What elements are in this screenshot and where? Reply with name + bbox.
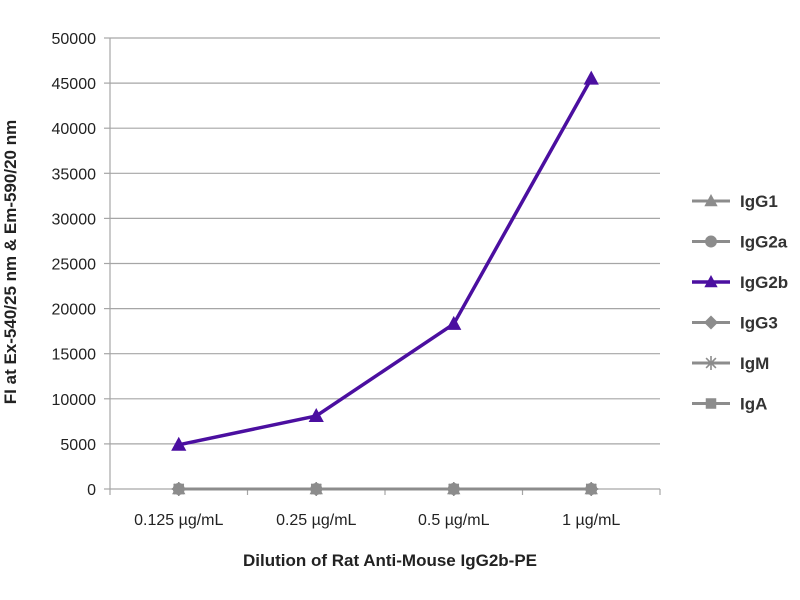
legend-marker xyxy=(704,356,718,370)
data-point xyxy=(311,483,322,495)
y-axis-title: FI at Ex-540/25 nm & Em-590/20 nm xyxy=(1,120,20,404)
x-tick-label: 0.5 µg/mL xyxy=(418,512,490,529)
y-tick-label: 20000 xyxy=(52,302,97,319)
series-igg2b xyxy=(171,70,599,451)
legend-item-igg3: IgG3 xyxy=(692,314,778,333)
y-tick-label: 10000 xyxy=(52,392,97,409)
legend-item-iga: IgA xyxy=(692,395,767,414)
legend-marker xyxy=(704,315,718,330)
gridlines xyxy=(110,37,660,445)
y-tick-label: 45000 xyxy=(52,76,97,93)
x-tick-label: 0.125 µg/mL xyxy=(134,512,223,529)
series-line xyxy=(178,77,593,447)
y-tick-label: 15000 xyxy=(52,347,97,364)
x-axis-title: Dilution of Rat Anti-Mouse IgG2b-PE xyxy=(243,551,537,570)
series-iga xyxy=(173,483,597,495)
y-tick-label: 25000 xyxy=(52,257,97,274)
legend-item-igm: IgM xyxy=(692,354,769,373)
legend-marker xyxy=(704,194,718,207)
legend-item-igg2a: IgG2a xyxy=(692,233,788,252)
legend-marker xyxy=(705,235,717,248)
legend-label: IgM xyxy=(740,354,769,373)
data-point xyxy=(586,483,597,495)
legend-label: IgG1 xyxy=(740,192,778,211)
data-point xyxy=(583,70,599,85)
x-tick-label: 1 µg/mL xyxy=(562,512,620,529)
x-tick-label: 0.25 µg/mL xyxy=(276,512,356,529)
data-point xyxy=(171,436,187,451)
series-lines xyxy=(171,70,599,496)
y-tick-label: 35000 xyxy=(52,166,97,183)
y-tick-label: 0 xyxy=(87,482,96,499)
data-point xyxy=(446,315,462,330)
legend-marker xyxy=(705,398,717,409)
star-stroke xyxy=(705,357,717,369)
legend-item-igg1: IgG1 xyxy=(692,192,778,211)
y-tick-label: 50000 xyxy=(52,31,97,48)
legend-label: IgG2a xyxy=(740,233,788,252)
legend-item-igg2b: IgG2b xyxy=(692,273,788,292)
axes: 0 5000 10000 15000 20000 25000 30000 35000 40000… xyxy=(52,31,661,529)
legend-marker xyxy=(704,275,718,288)
data-point xyxy=(448,483,459,495)
y-tick-label: 30000 xyxy=(52,211,97,228)
data-point xyxy=(173,483,184,495)
data-point xyxy=(308,407,324,422)
legend: IgG1 IgG2a IgG2b IgG3 IgM IgA xyxy=(692,192,788,414)
legend-label: IgG3 xyxy=(740,314,778,333)
y-tick-label: 5000 xyxy=(60,437,96,454)
y-tick-label: 40000 xyxy=(52,121,97,138)
legend-label: IgG2b xyxy=(740,273,788,292)
legend-label: IgA xyxy=(740,395,767,414)
